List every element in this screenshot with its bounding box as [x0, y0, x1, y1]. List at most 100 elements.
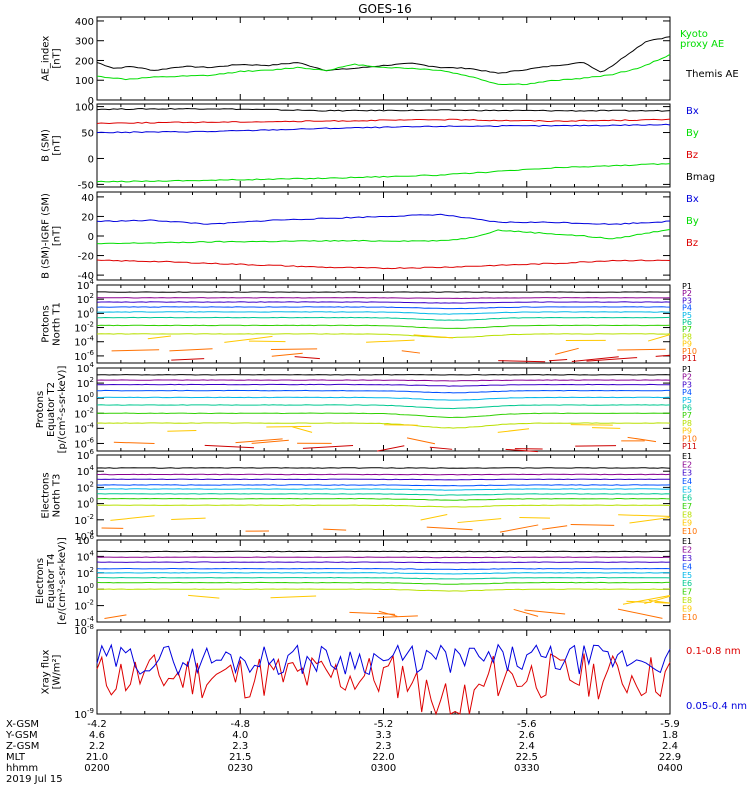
channel-e4	[96, 484, 671, 487]
channel-e10	[617, 608, 663, 619]
legend-p6: P6	[682, 404, 692, 413]
channel-p6	[96, 404, 671, 410]
channel-p11	[505, 448, 538, 453]
channel-p10	[271, 352, 303, 357]
x-tick-label: 2.3	[232, 741, 248, 752]
x-tick-label: -5.2	[374, 719, 394, 730]
panel-frame	[96, 629, 671, 715]
channel-p3	[96, 301, 671, 304]
legend-e5: E5	[682, 571, 692, 580]
channel-e5	[96, 488, 671, 491]
legend-by: By	[686, 128, 699, 139]
series-bz	[96, 259, 671, 270]
legend-p2: P2	[682, 289, 692, 298]
y-tick-label: 10-8	[74, 623, 94, 637]
channel-e9	[622, 595, 671, 605]
legend-p7: P7	[682, 325, 692, 334]
legend-0-1-0-8-nm: 0.1-0.8 nm	[686, 646, 741, 657]
channel-p11	[429, 446, 453, 450]
x-row-label: MLT	[6, 752, 26, 763]
y-tick-label: 400	[75, 17, 94, 28]
legend-bx: Bx	[686, 194, 699, 205]
y-axis-label: Protons	[35, 391, 46, 428]
series-bmag	[96, 107, 671, 112]
legend-bz: Bz	[686, 150, 698, 161]
legend-e8: E8	[682, 596, 692, 605]
channel-e10	[104, 614, 127, 619]
y-axis-label: [nT]	[52, 226, 63, 246]
x-tick-label: 22.9	[659, 752, 681, 763]
channel-p10	[627, 436, 657, 443]
channel-e10	[570, 523, 615, 526]
panel-bigrf: -40 -20 0 20 40 B (SM)-IGRF (SM) [nT] Bx By Bz	[41, 191, 699, 282]
legend-e5: E5	[682, 485, 692, 494]
x-tick-label: 0300	[371, 763, 396, 774]
legend-e3: E3	[682, 554, 692, 563]
y-axis-label: [p/(cm²-s-sr-keV)]	[57, 366, 68, 454]
channel-e10	[349, 611, 396, 615]
y-tick-label: 100	[77, 306, 94, 320]
channel-p8	[96, 333, 671, 339]
channel-p11	[302, 444, 354, 449]
channel-e1	[97, 550, 671, 553]
y-tick-label: 10-2	[74, 406, 94, 420]
x-tick-label: 2.4	[662, 741, 678, 752]
channel-p9	[497, 428, 530, 433]
panel-frame	[96, 16, 671, 101]
series-0.1-0.8-nm	[96, 653, 671, 716]
y-tick-label: 104	[77, 361, 95, 375]
legend-p2: P2	[682, 373, 692, 382]
channel-p4	[96, 306, 671, 310]
channel-p9	[366, 339, 415, 343]
x-tick-label: 4.6	[89, 730, 105, 741]
y-axis-label: Xray flux	[41, 650, 52, 695]
series-bx	[96, 123, 671, 134]
channel-e7	[96, 581, 670, 585]
y-tick-label: -50	[78, 180, 94, 191]
legend-p1: P1	[682, 365, 692, 374]
y-axis-label: [e/(cm²-s-sr-keV)]	[57, 537, 68, 625]
channel-e9	[420, 514, 448, 521]
channel-p5	[96, 396, 671, 401]
legend-e10: E10	[682, 613, 697, 622]
y-tick-label: 104	[77, 464, 95, 478]
y-tick-label: 20	[81, 212, 94, 223]
y-tick-label: -20	[78, 252, 94, 263]
y-axis-label: B (SM)-IGRF (SM)	[41, 193, 52, 279]
legend-e10: E10	[682, 527, 697, 536]
y-tick-label: 10-4	[74, 421, 94, 435]
channel-p11	[171, 358, 205, 361]
x-tick-label: 22.0	[372, 752, 394, 763]
channel-e10	[524, 609, 566, 615]
channel-p11	[549, 358, 568, 362]
channel-e10	[323, 528, 347, 531]
channel-e1	[96, 467, 671, 469]
channel-p2	[96, 379, 671, 382]
x-tick-label: 2.4	[519, 741, 535, 752]
channel-p10	[169, 348, 213, 352]
channel-e5	[97, 572, 671, 575]
channel-p10	[555, 347, 579, 355]
y-tick-label: 200	[75, 56, 94, 67]
channel-p9	[647, 334, 671, 342]
y-tick-label: 40	[81, 193, 94, 204]
y-tick-label: 106	[77, 533, 95, 547]
series-bx	[96, 213, 671, 225]
y-axis-label: Protons	[41, 305, 52, 342]
channel-e9	[270, 595, 317, 599]
x-axis-table: X-GSM -4.2 -4.8 -5.2 -5.6 -5.9Y-GSM 4.6 4.0 3.3 2…	[5, 719, 683, 785]
legend-e2: E2	[682, 545, 692, 554]
y-tick-label: 10-2	[74, 321, 94, 335]
channel-p10	[617, 348, 666, 351]
channel-p11	[498, 360, 546, 363]
legend-e8: E8	[682, 510, 692, 519]
legend-p9: P9	[682, 427, 692, 436]
legend-p4: P4	[682, 304, 692, 313]
channel-p7	[96, 412, 671, 419]
y-axis-label: Equator T4	[46, 554, 57, 609]
legend-bx: Bx	[686, 106, 699, 117]
x-tick-label: -5.9	[660, 719, 680, 730]
channel-e10	[499, 524, 539, 533]
